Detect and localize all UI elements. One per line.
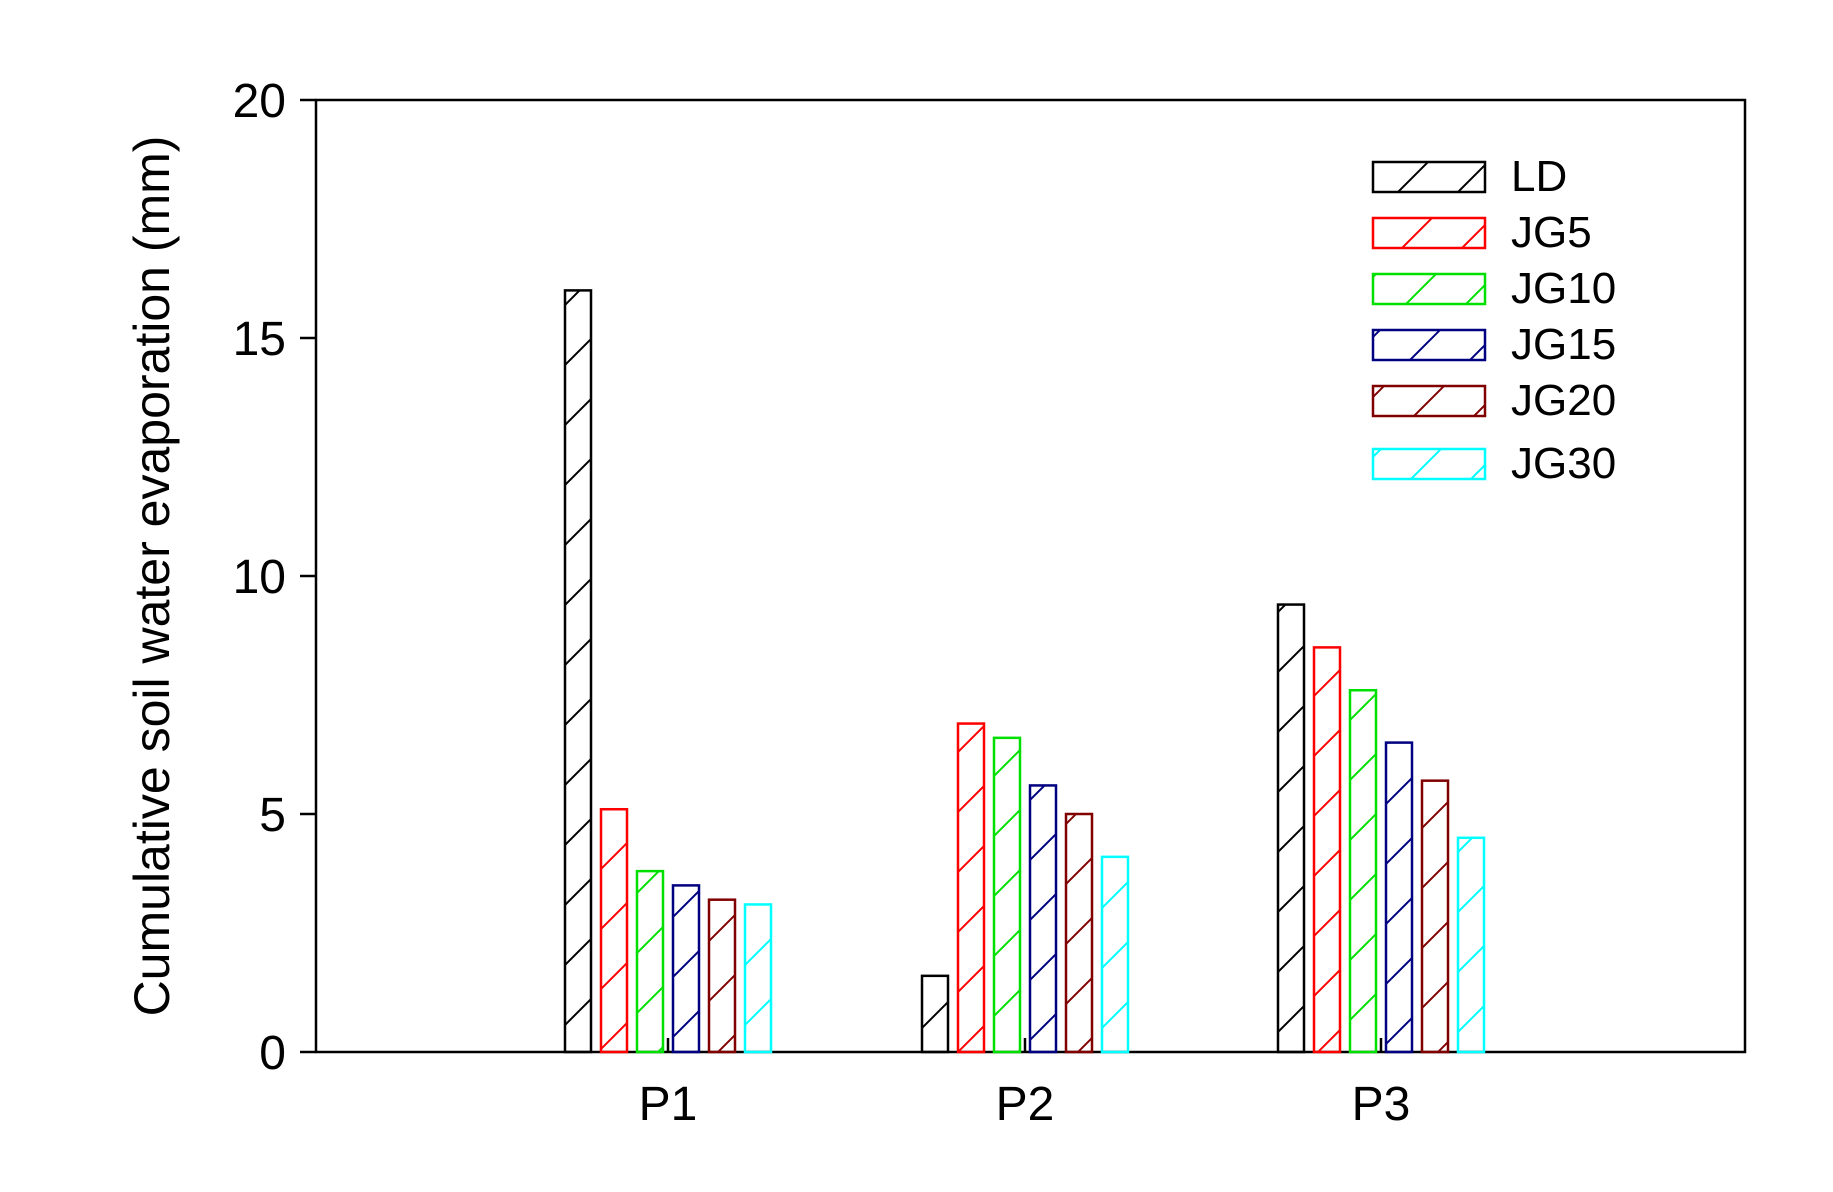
legend-label-jg20: JG20 [1511, 376, 1616, 425]
bar-ld-p1 [563, 289, 593, 1054]
bar-ld-p3 [1276, 603, 1306, 1054]
legend-swatch-jg30 [1371, 447, 1487, 481]
y-tick-label: 10 [233, 551, 286, 604]
legend-label-ld: LD [1511, 152, 1567, 201]
bars-layer [563, 289, 1486, 1054]
bar-jg15-p1 [671, 884, 701, 1054]
legend-swatch-jg10 [1371, 272, 1487, 306]
x-tick-label-p2: P2 [996, 1078, 1055, 1131]
legend-label-jg10: JG10 [1511, 264, 1616, 313]
legend-swatch-ld [1371, 160, 1487, 194]
bar-jg15-p3 [1384, 741, 1414, 1054]
x-tick-label-p1: P1 [639, 1078, 698, 1131]
bar-jg10-p3 [1348, 688, 1378, 1054]
bar-jg30-p1 [743, 903, 773, 1054]
legend-label-jg5: JG5 [1511, 208, 1592, 257]
y-tick-label: 5 [259, 789, 286, 842]
bar-jg5-p3 [1312, 646, 1342, 1054]
bar-jg20-p3 [1420, 779, 1450, 1054]
x-tick-label-p3: P3 [1352, 1078, 1411, 1131]
legend-label-jg15: JG15 [1511, 320, 1616, 369]
legend-swatch-jg15 [1371, 328, 1487, 362]
bar-jg10-p2 [992, 736, 1022, 1054]
bar-jg30-p3 [1456, 836, 1486, 1054]
x-axis: P1 P2 P3 [639, 1038, 1411, 1131]
y-axis: 0 5 10 15 20 [233, 75, 316, 1080]
bar-jg20-p1 [707, 898, 737, 1054]
bar-jg20-p2 [1064, 812, 1094, 1054]
legend-label-jg30: JG30 [1511, 439, 1616, 488]
y-tick-label: 15 [233, 313, 286, 366]
legend-swatch-jg5 [1371, 216, 1487, 250]
bar-jg10-p1 [635, 869, 665, 1054]
bar-jg30-p2 [1100, 855, 1130, 1054]
y-tick-label: 20 [233, 75, 286, 128]
legend-swatch-jg20 [1371, 384, 1487, 418]
legend: LD JG5 JG10 JG15 JG20 JG30 [1371, 152, 1616, 488]
bar-ld-p2 [920, 974, 950, 1054]
bar-jg15-p2 [1028, 784, 1058, 1054]
bar-jg5-p1 [599, 807, 629, 1054]
bar-jg5-p2 [956, 722, 986, 1054]
y-axis-label: Cumulative soil water evaporation (mm) [124, 136, 180, 1017]
y-tick-label: 0 [259, 1027, 286, 1080]
